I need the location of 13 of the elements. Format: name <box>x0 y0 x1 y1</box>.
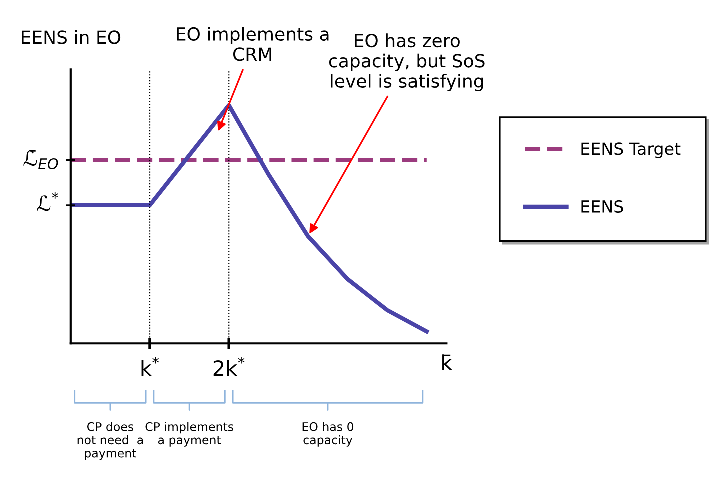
text: EO has 0 capacity <box>302 422 354 447</box>
text: CP implements a payment <box>146 422 234 447</box>
x-axis-title: k̄ <box>442 354 453 370</box>
legend-label: EENS Target <box>582 142 681 158</box>
text: EO has zero capacity, but SoS level is satisfying <box>329 34 485 92</box>
legend-label: EENS <box>582 200 624 214</box>
x-tick-label: k$^{*}$ <box>142 357 160 376</box>
text: ℒ̄$_{EO}$ <box>24 150 58 170</box>
text: ℒ$^{*}$ <box>37 192 59 212</box>
y-axis-title: EENS in EO <box>22 30 121 44</box>
text: CP does not need a payment <box>78 422 144 460</box>
x-tick-label: 2k$^{*}$ <box>214 357 245 376</box>
text: EO implements a CRM <box>177 27 329 62</box>
